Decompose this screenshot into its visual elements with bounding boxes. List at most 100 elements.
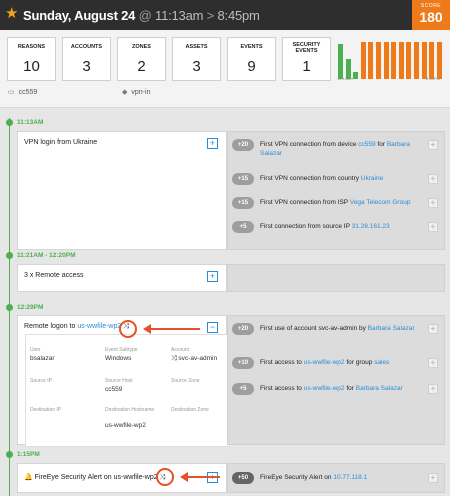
- shuffle-icon[interactable]: ⤨: [171, 355, 177, 362]
- reason-text-part: for: [344, 385, 356, 392]
- expand-button[interactable]: +: [207, 138, 218, 149]
- stat-reasons[interactable]: REASONS 10: [7, 37, 56, 81]
- alert-bell-icon: 🔔: [24, 474, 33, 481]
- stat-value: 9: [247, 58, 256, 75]
- reason-text: First VPN connection from ISP Vega Telec…: [260, 198, 410, 207]
- score-label: SCORE: [420, 3, 442, 9]
- reasons-panel: [227, 264, 445, 292]
- group-time: 12:29PM: [17, 304, 44, 311]
- sparkline-bar: [338, 43, 343, 79]
- sparkline-bar: [421, 42, 427, 79]
- sparkline-bar: [429, 42, 435, 79]
- reasons-panel: +20 First VPN connection from device cc5…: [227, 131, 445, 250]
- reason-link[interactable]: Barbara Salazar: [367, 325, 415, 332]
- reason-text-part: for group: [344, 359, 375, 366]
- reason-text: First access to us-wwfile-wp2 for group …: [260, 358, 389, 367]
- highlight-circle: [119, 320, 137, 338]
- annotation-arrow-head: [180, 472, 188, 482]
- zone-name: vpn-in: [131, 89, 151, 96]
- add-icon[interactable]: +: [428, 222, 438, 232]
- header-bar: ★ Sunday, August 24 @ 11:13am > 8:45pm S…: [0, 0, 450, 30]
- detail-label: Source Zone: [171, 378, 200, 384]
- add-icon[interactable]: +: [428, 174, 438, 184]
- stat-value: 3: [192, 58, 201, 75]
- event-group-card: VPN login from Ukraine +: [17, 131, 227, 250]
- detail-label: Source IP: [30, 378, 52, 384]
- stat-security-events[interactable]: SECURITY EVENTS 1: [282, 37, 331, 81]
- reason-link[interactable]: Ukraine: [360, 175, 384, 182]
- timeline-dot: [6, 252, 13, 259]
- session-start-time: 11:13am: [155, 8, 204, 23]
- group-time: 11:21AM - 12:20PM: [17, 252, 76, 259]
- detail-value-text: svc-av-admin: [178, 355, 218, 362]
- stat-label: ASSETS: [185, 44, 208, 50]
- collapse-button[interactable]: −: [207, 322, 218, 333]
- sparkline-bar: [414, 42, 419, 79]
- reason-row: +15 First VPN connection from country Uk…: [232, 171, 440, 189]
- device-tag[interactable]: ▭ cc559: [8, 88, 37, 96]
- group-title-link[interactable]: us-wwfile-wp2: [77, 323, 122, 330]
- annotation-arrow: [186, 476, 220, 478]
- stat-zones[interactable]: ZONES 2: [117, 37, 166, 81]
- session-end-time: 8:45pm: [217, 8, 260, 23]
- at-sign: @: [138, 8, 152, 23]
- annotation-arrow-head: [143, 324, 151, 334]
- highlight-circle: [156, 468, 174, 486]
- reason-text-part: First VPN connection from device: [260, 141, 359, 148]
- reason-text: First connection from source IP 31.28.16…: [260, 222, 390, 231]
- reason-row: +20 First VPN connection from device cc5…: [232, 137, 440, 157]
- event-details: User bsalazar Event Subtype Windows Acco…: [25, 334, 230, 447]
- sparkline-end-label: 8:45PM: [426, 76, 440, 81]
- reason-text: First VPN connection from country Ukrain…: [260, 174, 383, 183]
- score-badge: SCORE 180: [412, 0, 450, 30]
- stat-value: 1: [302, 58, 311, 75]
- reason-text: FireEye Security Alert on 10.77.118.1: [260, 473, 367, 482]
- reason-link[interactable]: 10.77.118.1: [333, 474, 368, 481]
- timeline-dot: [6, 304, 13, 311]
- sparkline-bar: [345, 58, 351, 79]
- stat-label: ZONES: [132, 44, 151, 50]
- detail-label: Event Subtype: [105, 347, 138, 353]
- add-icon[interactable]: +: [428, 198, 438, 208]
- stat-events[interactable]: EVENTS 9: [227, 37, 276, 81]
- stat-assets[interactable]: ASSETS 3: [172, 37, 221, 81]
- timeline-dot: [6, 451, 13, 458]
- session-date: Sunday, August 24: [23, 8, 136, 23]
- reasons-panel: +50 FireEye Security Alert on 10.77.118.…: [227, 463, 445, 493]
- reason-link[interactable]: us-wwfile-wp2: [303, 359, 345, 366]
- reason-text-part: First use of account svc-av-admin by: [260, 325, 368, 332]
- reason-link[interactable]: Barbara Salazar: [260, 141, 410, 157]
- detail-label: Account: [171, 347, 190, 353]
- detail-value: us-wwfile-wp2: [105, 422, 146, 429]
- sparkline-bar: [398, 42, 404, 79]
- add-icon[interactable]: +: [428, 140, 438, 150]
- reason-link[interactable]: Barbara Salazar: [355, 385, 403, 392]
- detail-label: Destination Zone: [171, 407, 209, 413]
- add-icon[interactable]: +: [428, 384, 438, 394]
- reason-link[interactable]: Vega Telecom Group: [349, 199, 411, 206]
- reason-row: +20 First use of account svc-av-admin by…: [232, 321, 440, 339]
- add-icon[interactable]: +: [428, 473, 438, 483]
- detail-value: Windows: [105, 355, 132, 362]
- zone-tag[interactable]: ◆ vpn-in: [122, 88, 150, 96]
- event-group-card-expanded: Remote logon to us-wwfile-wp2 ⤨ − User b…: [17, 315, 230, 447]
- activity-sparkline: [337, 36, 445, 84]
- sparkline-start-label: 11:13AM: [337, 76, 353, 81]
- group-title-text: Remote logon to: [24, 323, 78, 330]
- stat-accounts[interactable]: ACCOUNTS 3: [62, 37, 111, 81]
- tag-icon: ◆: [122, 89, 128, 96]
- reason-link[interactable]: cc559: [358, 141, 376, 148]
- session-title: Sunday, August 24 @ 11:13am > 8:45pm: [23, 8, 260, 23]
- add-icon[interactable]: +: [428, 324, 438, 334]
- event-group-card: 🔔 FireEye Security Alert on us-wwfile-wp…: [17, 463, 227, 493]
- add-icon[interactable]: +: [428, 358, 438, 368]
- expand-button[interactable]: +: [207, 271, 218, 282]
- timeline-dot: [6, 119, 13, 126]
- reason-link[interactable]: us-wwfile-wp2: [303, 385, 345, 392]
- score-pill: +5: [232, 383, 254, 395]
- reason-text-part: First VPN connection from country: [260, 175, 361, 182]
- stat-label: REASONS: [17, 44, 46, 50]
- star-icon[interactable]: ★: [5, 5, 19, 22]
- reason-link[interactable]: 31.28.161.23: [351, 223, 390, 230]
- reason-link[interactable]: sales: [374, 359, 390, 366]
